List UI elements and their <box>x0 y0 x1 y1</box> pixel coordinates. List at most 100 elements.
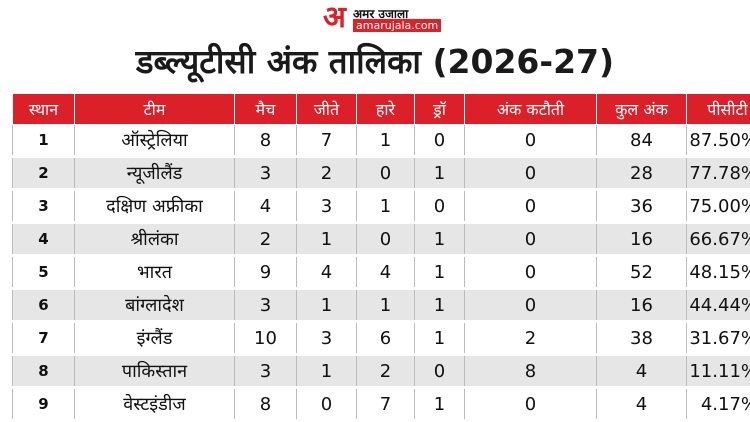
cell-rank: 1 <box>12 124 75 158</box>
cell-team: श्रीलंका <box>74 222 235 257</box>
cell-points-deducted: 0 <box>464 156 597 191</box>
cell-team: भारत <box>74 255 235 290</box>
cell-draw: 1 <box>414 156 465 191</box>
brand-domain: amarujala.com <box>353 19 442 32</box>
page-title: डब्ल्यूटीसी अंक तालिका (2026-27) <box>135 42 615 81</box>
cell-lost: 1 <box>356 288 415 323</box>
column-header-won: जीते <box>296 93 357 125</box>
cell-pct: 77.78% <box>686 156 750 191</box>
cell-points-deducted: 0 <box>464 387 597 422</box>
cell-won: 4 <box>296 255 357 290</box>
cell-points-deducted: 0 <box>464 222 597 257</box>
cell-pct: 48.15% <box>686 255 750 290</box>
column-header-matches: मैच <box>234 93 297 125</box>
cell-lost: 6 <box>356 321 415 356</box>
column-header-team: टीम <box>74 93 235 125</box>
cell-rank: 8 <box>12 354 75 389</box>
cell-points-deducted: 8 <box>464 354 597 389</box>
cell-matches: 10 <box>234 321 297 356</box>
column-header-points-deducted: अंक कटौती <box>464 93 597 125</box>
cell-matches: 3 <box>234 156 297 191</box>
cell-total-points: 4 <box>596 354 687 389</box>
cell-draw: 1 <box>414 387 465 422</box>
cell-total-points: 16 <box>596 222 687 257</box>
column-header-lost: हारे <box>356 93 415 125</box>
cell-lost: 1 <box>356 189 415 224</box>
cell-draw: 0 <box>414 124 465 158</box>
cell-total-points: 38 <box>596 321 687 356</box>
cell-rank: 4 <box>12 222 75 257</box>
cell-won: 3 <box>296 321 357 356</box>
cell-won: 3 <box>296 189 357 224</box>
cell-draw: 0 <box>414 354 465 389</box>
cell-team: बांग्लादेश <box>74 288 235 323</box>
table-header-row: स्थान टीम मैच जीते हारे ड्रॉ अंक कटौती कुल अंक प… <box>12 93 750 125</box>
cell-matches: 3 <box>234 354 297 389</box>
cell-matches: 2 <box>234 222 297 257</box>
cell-rank: 9 <box>12 387 75 422</box>
cell-team: दक्षिण अफ्रीका <box>74 189 235 224</box>
cell-points-deducted: 2 <box>464 321 597 356</box>
cell-points-deducted: 0 <box>464 288 597 323</box>
standings-table: स्थान टीम मैच जीते हारे ड्रॉ अंक कटौती कुल अंक प… <box>12 93 750 422</box>
cell-total-points: 52 <box>596 255 687 290</box>
cell-rank: 5 <box>12 255 75 290</box>
table-body: 1ऑस्ट्रेलिया871008487.50%2न्यूजीलैंड3201… <box>12 124 750 422</box>
cell-lost: 1 <box>356 124 415 158</box>
column-header-pct: पीसीटी <box>686 93 750 125</box>
cell-pct: 44.44% <box>686 288 750 323</box>
cell-matches: 4 <box>234 189 297 224</box>
cell-pct: 75.00% <box>686 189 750 224</box>
cell-pct: 11.11% <box>686 354 750 389</box>
cell-total-points: 28 <box>596 156 687 191</box>
cell-draw: 1 <box>414 288 465 323</box>
cell-lost: 0 <box>356 156 415 191</box>
cell-pct: 4.17% <box>686 387 750 422</box>
cell-total-points: 4 <box>596 387 687 422</box>
cell-total-points: 84 <box>596 124 687 158</box>
column-header-total-points: कुल अंक <box>596 93 687 125</box>
cell-team: वेस्टइंडीज <box>74 387 235 422</box>
cell-matches: 3 <box>234 288 297 323</box>
cell-won: 7 <box>296 124 357 158</box>
cell-total-points: 16 <box>596 288 687 323</box>
cell-draw: 0 <box>414 189 465 224</box>
column-header-draw: ड्रॉ <box>414 93 465 125</box>
cell-matches: 8 <box>234 124 297 158</box>
cell-total-points: 36 <box>596 189 687 224</box>
cell-lost: 4 <box>356 255 415 290</box>
cell-pct: 66.67% <box>686 222 750 257</box>
column-header-rank: स्थान <box>12 93 75 125</box>
cell-won: 1 <box>296 288 357 323</box>
cell-points-deducted: 0 <box>464 189 597 224</box>
cell-rank: 3 <box>12 189 75 224</box>
cell-draw: 1 <box>414 255 465 290</box>
brand-hindi-name: अमर उजाला <box>353 7 409 21</box>
cell-points-deducted: 0 <box>464 255 597 290</box>
cell-rank: 2 <box>12 156 75 191</box>
cell-team: न्यूजीलैंड <box>74 156 235 191</box>
brand-logo-mark: अ <box>323 0 346 35</box>
cell-won: 1 <box>296 222 357 257</box>
cell-matches: 8 <box>234 387 297 422</box>
cell-points-deducted: 0 <box>464 124 597 158</box>
cell-team: इंग्लैंड <box>74 321 235 356</box>
cell-draw: 1 <box>414 321 465 356</box>
cell-team: ऑस्ट्रेलिया <box>74 124 235 158</box>
cell-lost: 7 <box>356 387 415 422</box>
cell-matches: 9 <box>234 255 297 290</box>
cell-pct: 87.50% <box>686 124 750 158</box>
cell-pct: 31.67% <box>686 321 750 356</box>
cell-lost: 2 <box>356 354 415 389</box>
cell-won: 1 <box>296 354 357 389</box>
cell-rank: 6 <box>12 288 75 323</box>
cell-draw: 1 <box>414 222 465 257</box>
